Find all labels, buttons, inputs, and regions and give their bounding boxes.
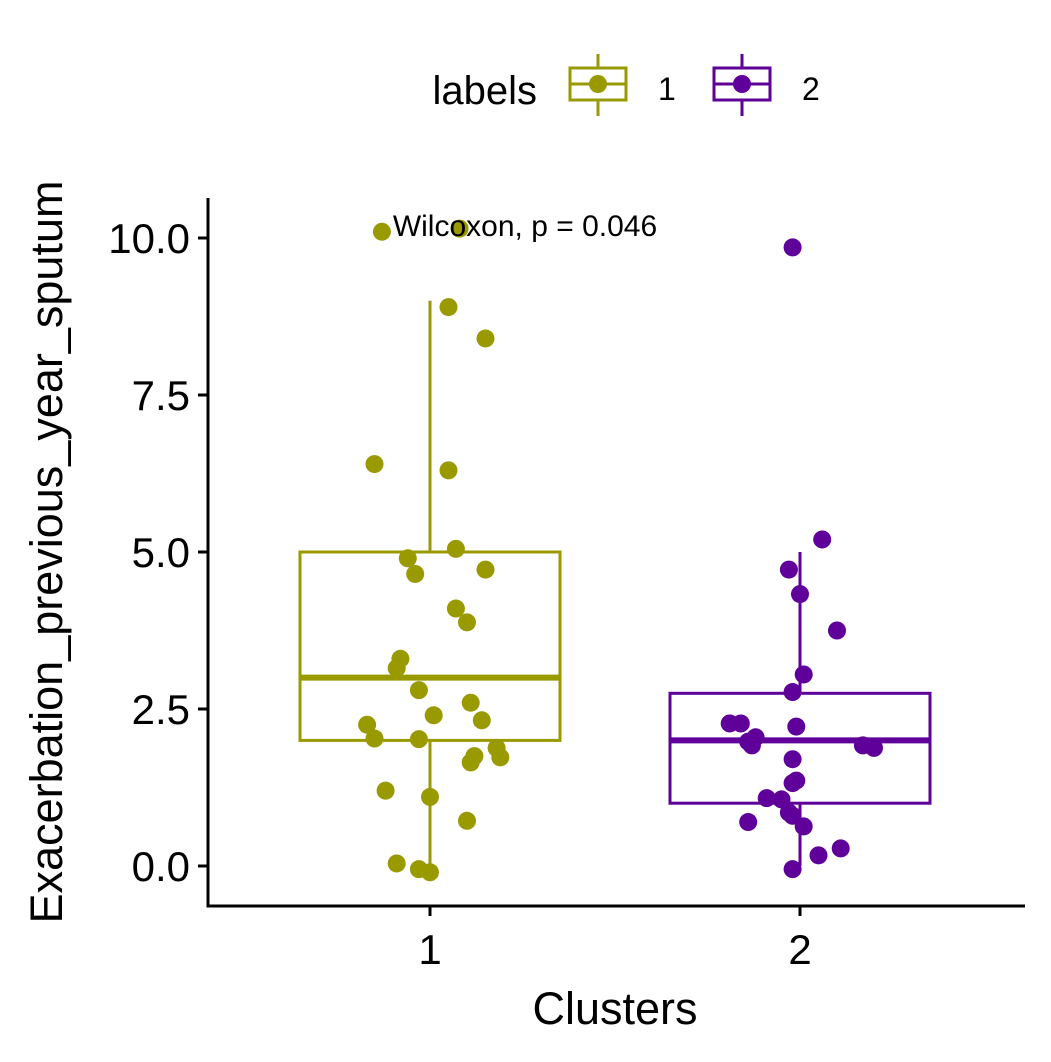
y-tick-label: 2.5 xyxy=(132,686,190,733)
data-point xyxy=(409,681,428,700)
data-point xyxy=(461,693,480,712)
data-point xyxy=(476,329,495,348)
plot-panel: 0.0 2.5 5.0 7.5 10.0 1 2 xyxy=(108,198,1025,973)
x-tick-label: 1 xyxy=(418,926,441,973)
data-point xyxy=(461,753,480,772)
data-point xyxy=(358,715,377,734)
data-point xyxy=(476,560,495,579)
y-tick-label: 10.0 xyxy=(108,215,190,262)
x-tick-label: 2 xyxy=(788,926,811,973)
legend: labels 1 2 xyxy=(432,54,820,116)
legend-entry-2: 2 xyxy=(712,54,820,116)
data-point xyxy=(446,539,465,558)
box-series-1 xyxy=(298,300,562,866)
data-point xyxy=(809,846,828,865)
data-point xyxy=(372,222,391,241)
legend-label: 1 xyxy=(658,71,676,107)
data-point xyxy=(458,811,476,830)
data-point xyxy=(772,790,791,809)
data-point xyxy=(831,839,850,858)
data-point xyxy=(387,854,406,873)
data-point xyxy=(458,613,476,632)
data-point xyxy=(409,730,428,749)
y-tick-label: 7.5 xyxy=(132,372,190,419)
data-point xyxy=(472,711,491,730)
y-tick-label: 0.0 xyxy=(132,843,190,890)
data-point xyxy=(813,530,832,549)
data-point xyxy=(783,860,802,879)
data-point xyxy=(398,549,417,568)
data-point xyxy=(387,659,406,678)
data-point xyxy=(865,738,883,757)
data-point xyxy=(424,706,443,725)
data-point xyxy=(365,729,384,748)
data-point xyxy=(450,219,469,238)
data-point xyxy=(791,585,809,604)
x-axis-label: Clusters xyxy=(532,983,697,1034)
data-point xyxy=(376,781,395,800)
points-series-1 xyxy=(358,219,510,882)
data-point xyxy=(828,621,846,640)
data-point xyxy=(421,863,439,882)
data-point xyxy=(446,599,465,618)
data-point xyxy=(731,714,750,733)
data-point xyxy=(783,238,802,257)
points-series-2 xyxy=(720,238,883,879)
data-point xyxy=(794,817,813,836)
data-point xyxy=(365,455,384,474)
legend-key-point xyxy=(589,75,607,93)
data-point xyxy=(783,683,802,702)
legend-entry-1: 1 xyxy=(568,54,676,116)
data-point xyxy=(783,750,802,769)
y-tick-label: 5.0 xyxy=(132,529,190,576)
data-point xyxy=(783,774,802,793)
data-point xyxy=(739,813,758,832)
y-axis-label: Exacerbation_previous_year_sputum xyxy=(21,181,72,924)
data-point xyxy=(491,748,510,767)
data-point xyxy=(439,461,458,480)
legend-key-point xyxy=(733,75,751,93)
data-point xyxy=(421,787,439,806)
data-point xyxy=(406,564,425,583)
box xyxy=(298,550,562,742)
legend-label: 2 xyxy=(802,71,820,107)
data-point xyxy=(757,789,776,808)
data-point xyxy=(783,806,802,825)
legend-title: labels xyxy=(432,69,537,113)
stat-annotation: Wilcoxon, p = 0.046 xyxy=(393,210,657,243)
data-point xyxy=(794,665,813,684)
data-point xyxy=(439,298,458,317)
data-point xyxy=(787,717,806,736)
data-point xyxy=(742,736,761,755)
data-point xyxy=(779,560,798,579)
